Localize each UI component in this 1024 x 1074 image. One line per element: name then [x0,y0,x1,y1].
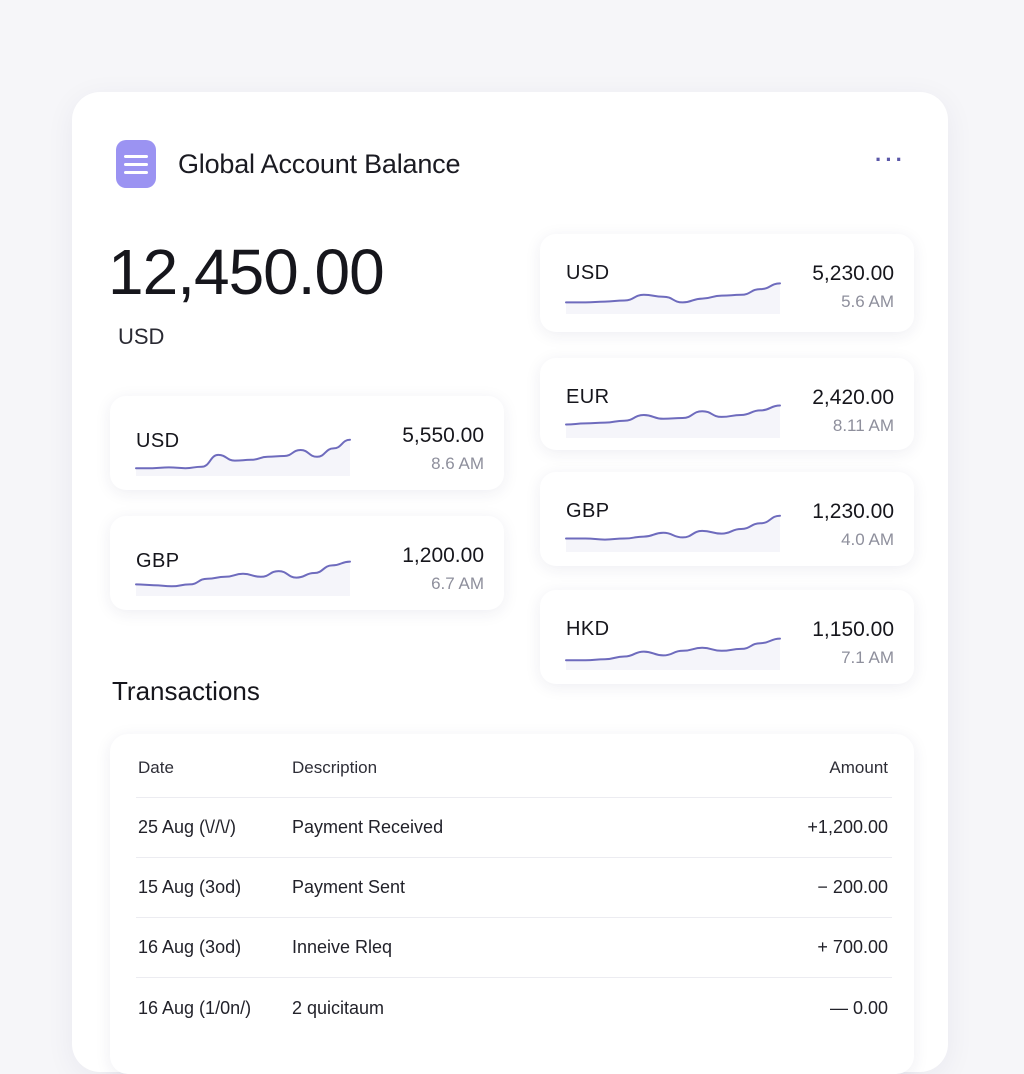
currency-card-gbp[interactable]: GBP 1,230.00 4.0 AM [540,472,914,566]
sparkline-chart [135,438,351,476]
currency-amount: 5,230.00 [812,262,894,285]
transaction-description: Payment Received [292,817,444,837]
transaction-date: 16 Aug (1/0n/) [138,997,252,1018]
sparkline-area [566,515,780,552]
currency-code: GBP [136,550,180,572]
page-title: Global Account Balance [178,148,461,179]
transaction-date: 16 Aug (3od) [138,937,242,957]
currency-updated-time: 5.6 AM [841,292,894,311]
currency-card-eur[interactable]: EUR 2,420.00 8.11 AM [540,358,914,450]
currency-code: GBP [566,500,610,522]
currency-amount: 2,420.00 [812,386,894,409]
table-header-row: Date Description Amount [136,738,892,798]
currency-card-gbp[interactable]: GBP 1,200.00 6.7 AM [110,516,504,610]
sparkline-chart [565,282,781,314]
currency-code: USD [136,430,180,452]
sparkline-line [565,282,781,304]
currency-updated-time: 8.6 AM [431,454,484,473]
sparkline-line [565,404,781,426]
table-row[interactable]: 25 Aug (\//\/) Payment Received +1,200.0… [136,798,892,858]
currency-card-usd[interactable]: USD 5,550.00 8.6 AM [110,396,504,490]
currency-amount: 1,200.00 [402,544,484,567]
total-balance: 12,450.00 USD [108,236,385,350]
account-balance-card: Global Account Balance ··· 12,450.00 USD… [72,92,948,1074]
currency-updated-time: 8.11 AM [832,416,894,435]
column-header-date[interactable]: Date [138,757,174,777]
sparkline-area [136,439,350,476]
total-balance-amount: 12,450.00 [108,236,385,308]
sparkline-area [566,283,780,314]
currency-card-usd[interactable]: USD 5,230.00 5.6 AM [540,234,914,332]
sparkline-area [566,638,780,670]
total-balance-currency: USD [118,324,165,349]
table-row[interactable]: 15 Aug (3od) Payment Sent − 200.00 [136,858,892,918]
currency-card-hkd[interactable]: HKD 1,150.00 7.1 AM [540,590,914,684]
currency-updated-time: 4.0 AM [841,530,894,549]
transaction-amount: — 0.00 [829,997,888,1018]
menu-icon[interactable] [116,140,156,188]
currency-amount: 1,230.00 [812,500,894,523]
sparkline-line [135,438,351,470]
table-row[interactable]: 16 Aug (3od) Inneive Rleq + 700.00 [136,918,892,978]
sparkline-area [566,405,780,438]
sparkline-line [565,514,781,541]
sparkline-chart [565,404,781,438]
currency-code: HKD [566,618,610,640]
currency-amount: 1,150.00 [812,618,894,641]
transaction-date: 15 Aug (3od) [138,877,242,897]
sparkline-chart [565,637,781,670]
transaction-date: 25 Aug (\//\/) [138,817,237,837]
currency-code: USD [566,262,610,284]
currency-amount: 5,550.00 [402,424,484,447]
transaction-amount: +1,200.00 [807,817,888,837]
transaction-description: 2 quicitaum [292,997,385,1018]
transaction-description: Inneive Rleq [292,937,393,957]
currency-updated-time: 7.1 AM [841,648,894,667]
sparkline-chart [565,514,781,552]
transactions-heading: Transactions [112,676,260,706]
transaction-amount: + 700.00 [817,937,888,957]
column-header-description[interactable]: Description [292,757,378,777]
more-horizontal-icon[interactable]: ··· [875,147,906,172]
sparkline-line [135,560,351,588]
currency-code: EUR [566,386,610,408]
sparkline-line [565,637,781,662]
table-row[interactable]: 16 Aug (1/0n/) 2 quicitaum — 0.00 [136,978,892,1038]
card-header: Global Account Balance ··· [116,140,906,188]
transactions-table: Date Description Amount 25 Aug (\//\/) P… [110,734,914,1074]
sparkline-area [136,561,350,596]
sparkline-chart [135,560,351,596]
transaction-amount: − 200.00 [817,877,888,897]
column-header-amount[interactable]: Amount [829,757,888,777]
transaction-description: Payment Sent [292,877,406,897]
currency-updated-time: 6.7 AM [431,574,484,593]
